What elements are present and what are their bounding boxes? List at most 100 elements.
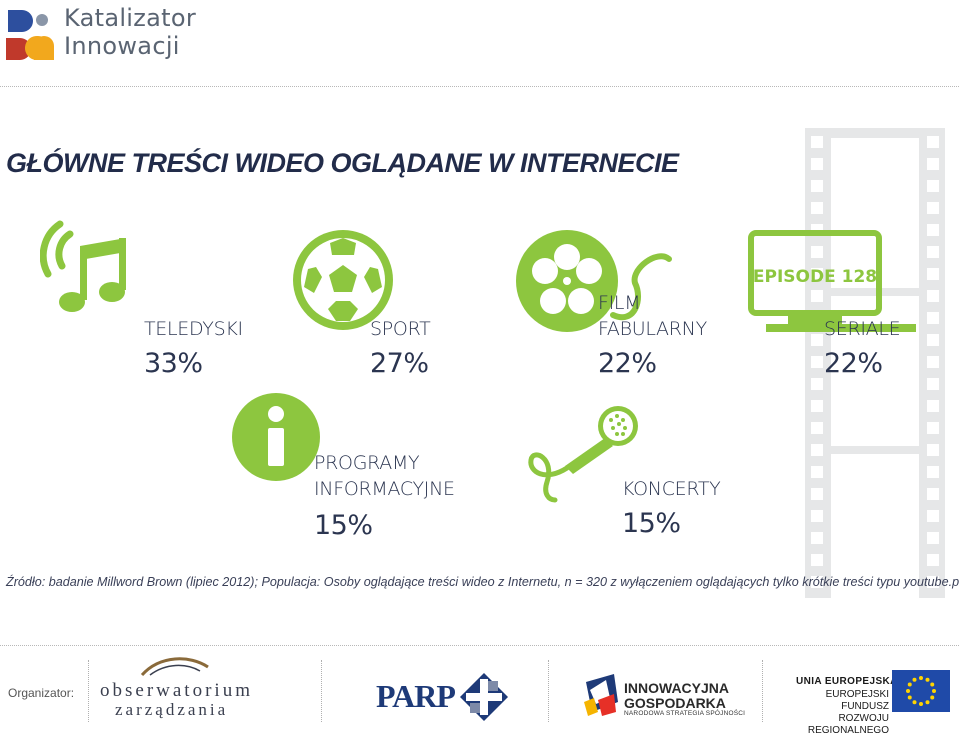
category-value-koncerty: 15%	[622, 508, 681, 539]
footer-divider	[0, 645, 959, 646]
film-hole	[811, 444, 823, 456]
film-hole	[811, 378, 823, 390]
ue-line2: EUROPEJSKI FUNDUSZ	[825, 689, 889, 712]
film-hole	[811, 422, 823, 434]
tv-icon: EPISODE 128	[748, 230, 916, 332]
episode-label: EPISODE 128	[753, 267, 877, 287]
film-hole	[811, 510, 823, 522]
footer-separator	[321, 660, 322, 722]
film-strip-icon	[805, 128, 945, 598]
soccer-ball-icon	[293, 230, 393, 330]
film-hole	[811, 554, 823, 566]
eu-star	[925, 700, 930, 705]
organizer-label: Organizator:	[8, 686, 75, 700]
microphone-icon	[528, 406, 638, 503]
film-hole	[811, 158, 823, 170]
film-hole	[927, 378, 939, 390]
film-hole	[811, 400, 823, 412]
ig-line1: INNOWACYJNA	[624, 680, 730, 696]
film-hole	[927, 312, 939, 324]
film-hole	[927, 334, 939, 346]
eu-star	[932, 689, 936, 693]
info-icon	[232, 393, 320, 481]
ig-line3: NARODOWA STRATEGIA SPÓJNOŚCI	[624, 710, 746, 717]
film-hole	[927, 576, 939, 588]
music-note-icon	[40, 220, 126, 312]
eu-flag-icon	[892, 670, 950, 712]
film-hole	[927, 444, 939, 456]
eu-star	[919, 702, 923, 706]
eu-star	[930, 695, 935, 700]
film-hole	[927, 136, 939, 148]
film-hole	[927, 422, 939, 434]
film-hole	[811, 246, 823, 258]
film-hole	[927, 400, 939, 412]
category-label-sport: SPORT	[370, 318, 431, 340]
film-hole	[927, 554, 939, 566]
eu-star	[925, 677, 930, 682]
film-hole	[811, 180, 823, 192]
film-hole	[811, 488, 823, 500]
obserwatorium-line1: obserwatorium	[100, 680, 253, 701]
film-hole	[811, 136, 823, 148]
category-value-programy: 15%	[314, 510, 373, 541]
ig-line2: GOSPODARKA	[624, 695, 726, 711]
page-title: GŁÓWNE TREŚCI WIDEO OGLĄDANE W INTERNECI…	[6, 148, 679, 178]
film-hole	[927, 268, 939, 280]
innowacyjna-gospodarka-title: INNOWACYJNA GOSPODARKA	[624, 681, 729, 711]
category-value-film: 22%	[598, 348, 657, 379]
film-hole	[927, 202, 939, 214]
film-hole	[811, 290, 823, 302]
obserwatorium-swoosh-icon	[140, 657, 209, 677]
category-label-programy: PROGRAMY INFORMACYJNE	[314, 450, 455, 502]
footer-separator	[548, 660, 549, 722]
innowacyjna-gospodarka-emblem-icon	[584, 674, 618, 716]
category-value-teledyski: 33%	[144, 348, 203, 379]
film-hole	[811, 466, 823, 478]
category-label-seriale: SERIALE	[824, 318, 901, 340]
film-hole	[811, 532, 823, 544]
film-hole	[927, 246, 939, 258]
parp-emblem-icon	[460, 673, 508, 721]
eu-star	[907, 695, 912, 700]
brand-name: Katalizator Innowacji	[64, 4, 196, 60]
film-hole	[927, 356, 939, 368]
film-hole	[927, 158, 939, 170]
category-value-seriale: 22%	[824, 348, 883, 379]
category-label-film-line2: FABULARNY	[598, 318, 707, 340]
katalizator-logo-icon	[6, 10, 54, 60]
ue-title: UNIA EUROPEJSKA	[796, 676, 898, 687]
film-hole	[927, 510, 939, 522]
film-hole	[927, 290, 939, 302]
film-hole	[811, 202, 823, 214]
ue-subtitle: EUROPEJSKI FUNDUSZ ROZWOJU REGIONALNEGO	[779, 689, 889, 737]
category-value-sport: 27%	[370, 348, 429, 379]
film-hole	[927, 180, 939, 192]
category-label-programy-line2: INFORMACYJNE	[314, 478, 455, 500]
category-label-film: FILM FABULARNY	[598, 290, 707, 342]
eu-star	[930, 682, 935, 687]
eu-star	[912, 677, 917, 682]
film-hole	[811, 576, 823, 588]
parp-logo-text: PARP	[376, 678, 456, 714]
eu-star	[912, 700, 917, 705]
eu-star	[907, 682, 912, 687]
film-hole	[927, 224, 939, 236]
category-label-programy-line1: PROGRAMY	[314, 452, 420, 474]
film-hole	[927, 488, 939, 500]
category-label-teledyski: TELEDYSKI	[144, 318, 243, 340]
film-hole	[927, 532, 939, 544]
header-divider	[0, 86, 959, 87]
obserwatorium-line2: zarządzania	[115, 700, 229, 719]
film-hole	[811, 268, 823, 280]
eu-star	[906, 689, 910, 693]
footer-separator	[762, 660, 763, 722]
brand-line-2: Innowacji	[64, 32, 180, 60]
source-note: Źródło: badanie Millword Brown (lipiec 2…	[6, 575, 959, 589]
brand-line-1: Katalizator	[64, 4, 197, 32]
category-label-koncerty: KONCERTY	[622, 478, 721, 500]
category-label-film-line1: FILM	[598, 292, 641, 314]
film-hole	[811, 334, 823, 346]
footer-separator	[88, 660, 89, 722]
ue-line3: ROZWOJU REGIONALNEGO	[807, 713, 889, 736]
